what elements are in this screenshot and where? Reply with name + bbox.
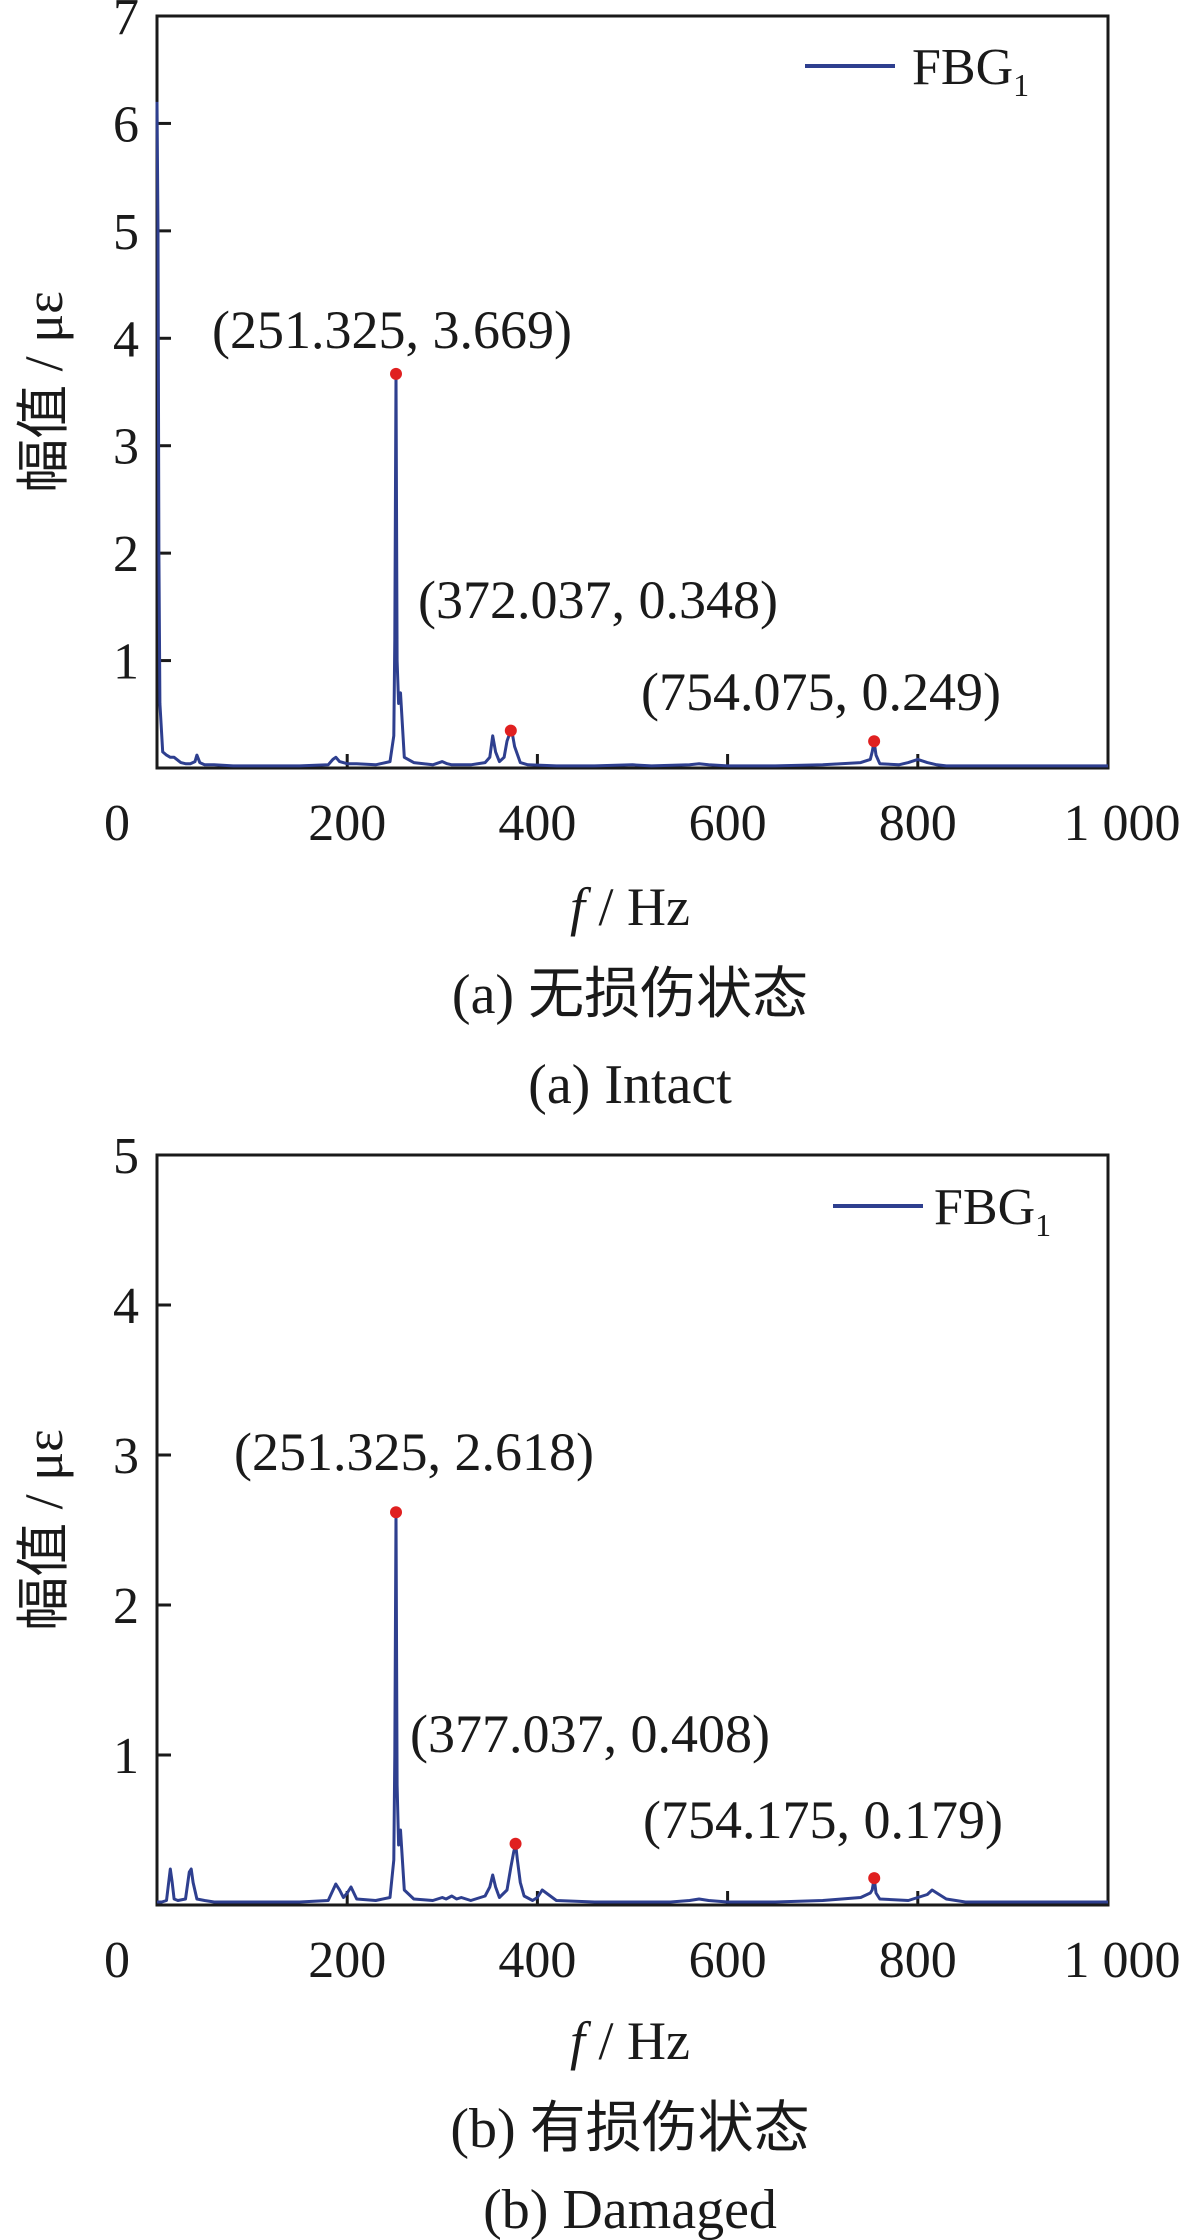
x-tick-label: 0 xyxy=(104,1932,130,1989)
peak-markers-b: (251.325, 2.618) (377.037, 0.408) (754.175… xyxy=(234,1422,1003,1885)
legend-a: FBG1 xyxy=(805,39,1029,103)
x-tick-label: 1 000 xyxy=(1064,795,1181,852)
peak-label: (251.325, 3.669) xyxy=(212,300,572,360)
series-line xyxy=(155,101,1108,768)
panel-a: 1 2 3 4 5 6 7 0 200 400 600 800 1 000 (251.325, 3.6… xyxy=(14,0,1181,1116)
x-tick-label: 800 xyxy=(879,1932,957,1989)
peak-marker xyxy=(390,367,403,380)
peak-label: (372.037, 0.348) xyxy=(418,570,778,630)
x-tick-label: 200 xyxy=(308,1932,386,1989)
y-tick-label: 2 xyxy=(113,526,139,583)
legend-label-b: FBG1 xyxy=(934,1179,1051,1243)
series-a xyxy=(155,101,1108,768)
x-ticks-a: 0 200 400 600 800 1 000 xyxy=(104,754,1181,852)
x-tick-label: 0 xyxy=(104,795,130,852)
y-tick-label: 1 xyxy=(113,1728,139,1785)
series-line xyxy=(157,1510,1108,1904)
x-axis-title-a: f / Hz xyxy=(570,877,690,937)
peak-label: (251.325, 2.618) xyxy=(234,1422,594,1482)
y-tick-label: 7 xyxy=(113,0,139,46)
y-tick-label: 3 xyxy=(113,1428,139,1485)
peak-label: (754.075, 0.249) xyxy=(641,662,1001,722)
x-ticks-b: 0 200 400 600 800 1 000 xyxy=(104,1891,1181,1989)
caption-en-a: (a) Intact xyxy=(528,1054,732,1116)
x-tick-label: 200 xyxy=(308,795,386,852)
peak-markers-a: (251.325, 3.669) (372.037, 0.348) (754.075… xyxy=(212,300,1001,748)
panel-b: 1 2 3 4 5 0 200 400 600 800 1 000 (251.325, 2.618… xyxy=(14,1128,1181,2240)
y-tick-label: 6 xyxy=(113,96,139,153)
peak-marker xyxy=(868,1872,881,1885)
x-axis-title-b: f / Hz xyxy=(570,2011,690,2071)
x-tick-label: 400 xyxy=(498,795,576,852)
peak-marker xyxy=(509,1837,522,1850)
plot-frame-b xyxy=(155,1153,1110,1907)
y-tick-label: 4 xyxy=(113,1278,139,1335)
plot-frame-a xyxy=(155,14,1110,770)
x-tick-label: 600 xyxy=(689,1932,767,1989)
y-tick-label: 5 xyxy=(113,1128,139,1185)
legend-label-a: FBG1 xyxy=(912,39,1029,103)
peak-label: (377.037, 0.408) xyxy=(410,1704,770,1764)
caption-cn-a: (a) 无损伤状态 xyxy=(452,964,808,1026)
y-tick-label: 1 xyxy=(113,634,139,691)
series-b xyxy=(157,1510,1108,1904)
y-tick-label: 4 xyxy=(113,311,139,368)
y-axis-title-a: 幅值 / με xyxy=(14,291,74,493)
legend-b: FBG1 xyxy=(833,1179,1051,1243)
peak-marker xyxy=(390,1506,403,1519)
x-tick-label: 1 000 xyxy=(1064,1932,1181,1989)
x-tick-label: 400 xyxy=(498,1932,576,1989)
y-tick-label: 3 xyxy=(113,419,139,476)
peak-marker xyxy=(868,735,881,748)
y-ticks-a: 1 2 3 4 5 6 7 xyxy=(113,0,171,691)
y-tick-label: 2 xyxy=(113,1578,139,1635)
y-axis-title-b: 幅值 / με xyxy=(14,1429,74,1631)
caption-cn-b: (b) 有损伤状态 xyxy=(450,2098,809,2160)
peak-label: (754.175, 0.179) xyxy=(643,1790,1003,1850)
peak-marker xyxy=(504,724,517,737)
y-tick-label: 5 xyxy=(113,204,139,261)
x-tick-label: 800 xyxy=(879,795,957,852)
x-tick-label: 600 xyxy=(689,795,767,852)
caption-en-b: (b) Damaged xyxy=(483,2179,777,2240)
y-ticks-b: 1 2 3 4 5 xyxy=(113,1128,171,1785)
